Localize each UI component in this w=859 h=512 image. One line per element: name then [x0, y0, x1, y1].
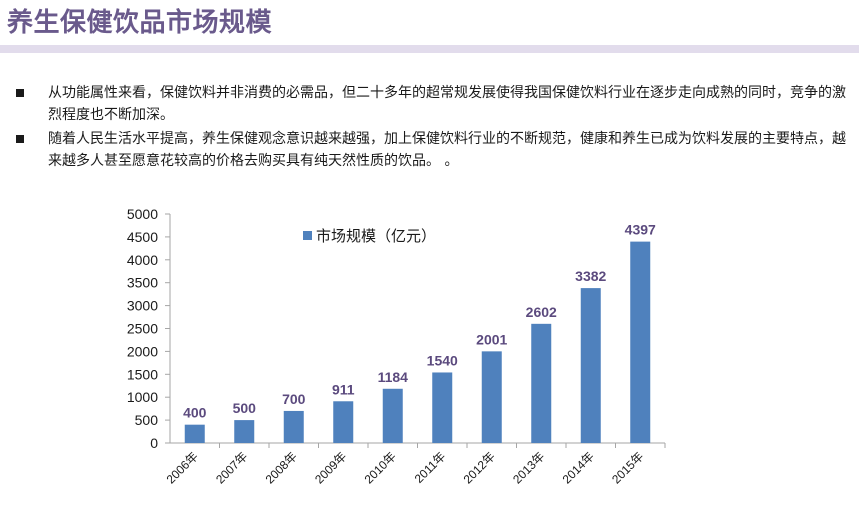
bar-2015年: [630, 241, 651, 443]
bar-2013年: [531, 323, 552, 443]
legend-swatch: [303, 231, 312, 240]
bar-2007年: [234, 420, 255, 443]
x-tick-label: 2006年: [164, 449, 201, 486]
data-label: 500: [233, 400, 257, 416]
x-tick-label: 2009年: [312, 449, 349, 486]
x-tick-label: 2012年: [461, 449, 498, 486]
bar-2006年: [184, 424, 205, 443]
x-tick-label: 2015年: [609, 449, 646, 486]
legend: 市场规模（亿元）: [303, 228, 436, 245]
y-tick-label: 2500: [127, 321, 158, 337]
bar-2012年: [481, 351, 502, 443]
data-label: 400: [183, 405, 207, 421]
y-tick-label: 1500: [127, 366, 158, 382]
x-tick-label: 2014年: [560, 449, 597, 486]
legend-label: 市场规模（亿元）: [316, 228, 436, 245]
y-tick-label: 1000: [127, 389, 158, 405]
x-tick-label: 2013年: [510, 449, 547, 486]
data-label: 2001: [476, 331, 507, 347]
bar-2009年: [333, 401, 354, 443]
bullet-item: 随着人民生活水平提高，养生保健观念意识越来越强，加上保健饮料行业的不断规范，健康…: [14, 128, 854, 172]
data-label: 1540: [427, 352, 458, 368]
bar-2011年: [432, 372, 453, 443]
data-label: 3382: [575, 268, 606, 284]
bullet-list: 从功能属性来看，保健饮料并非消费的必需品，但二十多年的超常规发展使得我国保健饮料…: [14, 82, 854, 174]
bar-2014年: [580, 288, 601, 443]
data-label: 4397: [625, 222, 656, 238]
data-label: 911: [332, 381, 355, 397]
x-tick-label: 2011年: [412, 449, 449, 486]
y-tick-label: 3000: [127, 298, 158, 314]
bullet-text: 随着人民生活水平提高，养生保健观念意识越来越强，加上保健饮料行业的不断规范，健康…: [48, 131, 846, 169]
y-tick-label: 2000: [127, 343, 158, 359]
square-bullet-icon: [16, 89, 24, 97]
y-axis: 0 500 1000 1500 2000 2500 3000 3500 4000 4500 5000: [127, 206, 171, 451]
title-underline: [0, 45, 859, 53]
y-tick-label: 3500: [127, 275, 158, 291]
bar-2008年: [283, 410, 304, 443]
y-tick-label: 4000: [127, 252, 158, 268]
data-label: 700: [282, 391, 306, 407]
bullet-text: 从功能属性来看，保健饮料并非消费的必需品，但二十多年的超常规发展使得我国保健饮料…: [48, 85, 846, 123]
y-tick-label: 4500: [127, 229, 158, 245]
data-label: 1184: [378, 369, 409, 385]
x-tick-label: 2007年: [213, 449, 250, 486]
slide-title: 养生保健饮品市场规模: [7, 8, 273, 38]
data-label: 2602: [526, 304, 557, 320]
y-tick-label: 0: [150, 435, 158, 451]
y-tick-label: 500: [135, 412, 159, 428]
y-tick-label: 5000: [127, 206, 158, 222]
x-tick-label: 2008年: [263, 449, 300, 486]
square-bullet-icon: [16, 135, 24, 143]
x-tick-label: 2010年: [362, 449, 399, 486]
market-size-chart: 0 500 1000 1500 2000 2500 3000 3500 4000 4500 5000…: [0, 196, 859, 508]
x-axis: 2006年 2007年 2008年 2009年 2010年 2011年 2012年 2013年…: [164, 442, 666, 486]
bar-chart-svg: 0500100015002000250030003500400045005000…: [127, 206, 666, 486]
bullet-item: 从功能属性来看，保健饮料并非消费的必需品，但二十多年的超常规发展使得我国保健饮料…: [14, 82, 854, 126]
bar-2010年: [382, 388, 403, 443]
bar-series: 400 500 700 911 1184 1540 2001 2602 3382 4397: [183, 222, 656, 443]
